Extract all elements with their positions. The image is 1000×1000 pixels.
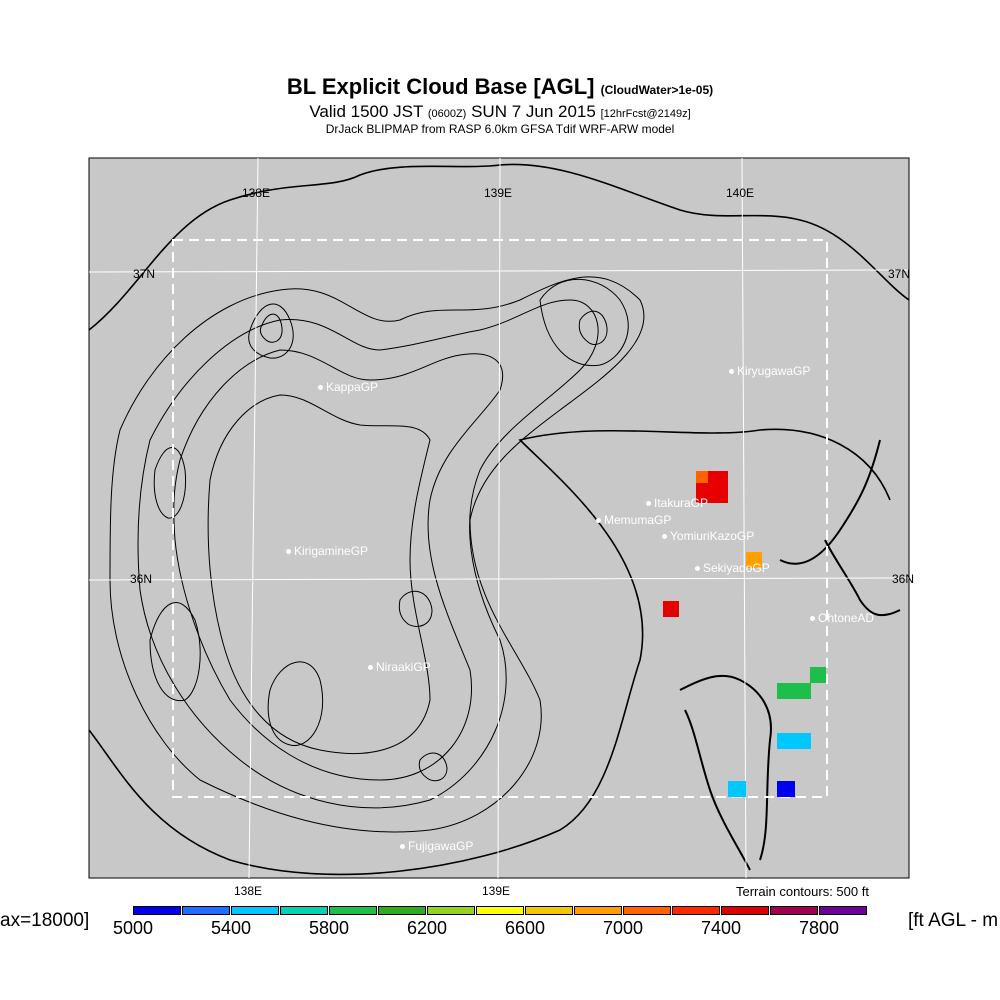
lat-lon-grid xyxy=(88,157,910,879)
colorbar-swatch xyxy=(525,906,573,915)
lon-label-138e-bottom: 138E xyxy=(234,884,263,898)
colorbar-swatch xyxy=(770,906,818,915)
colorbar-swatch xyxy=(231,906,279,915)
site-fujigawagp: FujigawaGP xyxy=(400,839,473,853)
colorbar-swatch xyxy=(574,906,622,915)
colorbar-tick-label: 6200 xyxy=(406,918,448,938)
lat-label-36n-left: 36N xyxy=(130,572,153,586)
colorbar-swatch xyxy=(476,906,524,915)
colorbar-swatch xyxy=(721,906,769,915)
chart-title: BL Explicit Cloud Base [AGL] (CloudWater… xyxy=(286,74,714,99)
lat-label-37n-right: 37N xyxy=(888,267,911,281)
terrain-contour-note: Terrain contours: 500 ft xyxy=(736,884,869,899)
site-marker-icon xyxy=(286,549,291,555)
cloud-base-cells xyxy=(663,471,826,797)
site-marker-icon xyxy=(695,566,700,572)
site-kirigaminegp: KirigamineGP xyxy=(286,544,368,558)
site-marker-icon xyxy=(729,369,734,375)
cell-red-south xyxy=(663,601,679,617)
site-marker-icon xyxy=(596,518,601,524)
colorbar-tick-label: 6600 xyxy=(504,918,546,938)
colorbar-swatch xyxy=(329,906,377,915)
terrain-contours xyxy=(88,163,910,876)
site-marker-icon xyxy=(810,616,815,622)
colorbar-tick-label: 7000 xyxy=(602,918,644,938)
coastline xyxy=(679,439,901,871)
colorbar-swatch xyxy=(623,906,671,915)
cell-orange-itakura xyxy=(696,471,708,483)
site-marker-icon xyxy=(646,501,651,507)
colorbar-swatch xyxy=(280,906,328,915)
cell-orange-sekiyado xyxy=(746,552,762,568)
max-value-label: ax=18000] xyxy=(0,910,90,931)
site-itakuragp: ItakuraGP xyxy=(646,496,708,510)
colorbar-tick-label: 7800 xyxy=(798,918,840,938)
model-subtitle: DrJack BLIPMAP from RASP 6.0km GFSA Tdif… xyxy=(325,122,675,136)
colorbar-tick-label: 5000 xyxy=(112,918,154,938)
lon-label-139e-top: 139E xyxy=(484,186,513,200)
colorbar-swatch xyxy=(182,906,230,915)
colorbar-tick-label: 7400 xyxy=(700,918,742,938)
site-kappagp: KappaGP xyxy=(318,380,378,394)
cell-cyan-1 xyxy=(777,733,811,749)
site-sekiyadogp: SekiyadoGP xyxy=(695,561,770,575)
colorbar-tick-label: 5800 xyxy=(308,918,350,938)
colorbar-swatch xyxy=(133,906,181,915)
site-marker-icon xyxy=(318,385,323,391)
colorbar-swatch xyxy=(819,906,867,915)
site-marker-icon xyxy=(400,844,405,850)
valid-time: Valid 1500 JST (0600Z) SUN 7 Jun 2015 [1… xyxy=(309,102,691,121)
site-ohtonead: OhtoneAD xyxy=(810,611,874,625)
cell-green-1 xyxy=(810,667,826,683)
cell-blue-1 xyxy=(777,781,795,797)
unit-label: [ft AGL - m xyxy=(908,910,999,931)
lon-label-140e-top: 140E xyxy=(726,186,755,200)
site-kiryugawagp: KiryugawaGP xyxy=(729,364,810,378)
lat-label-36n-right: 36N xyxy=(892,572,915,586)
colorbar-swatch xyxy=(427,906,475,915)
lon-label-138e-top: 138E xyxy=(242,186,271,200)
site-marker-icon xyxy=(368,665,373,671)
domain-box xyxy=(172,239,828,798)
site-niraakigp: NiraakiGP xyxy=(368,660,431,674)
cell-cyan-2 xyxy=(728,781,746,797)
colorbar-swatch xyxy=(672,906,720,915)
site-marker-icon xyxy=(662,534,667,540)
cell-green-2 xyxy=(777,683,811,699)
lat-label-37n-left: 37N xyxy=(133,267,156,281)
colorbar-tick-label: 5400 xyxy=(210,918,252,938)
site-yomiurikazogp: YomiuriKazoGP xyxy=(662,529,754,543)
colorbar-swatch xyxy=(378,906,426,915)
lon-label-139e-bottom: 139E xyxy=(482,884,511,898)
site-memumagp: MemumaGP xyxy=(596,513,671,527)
